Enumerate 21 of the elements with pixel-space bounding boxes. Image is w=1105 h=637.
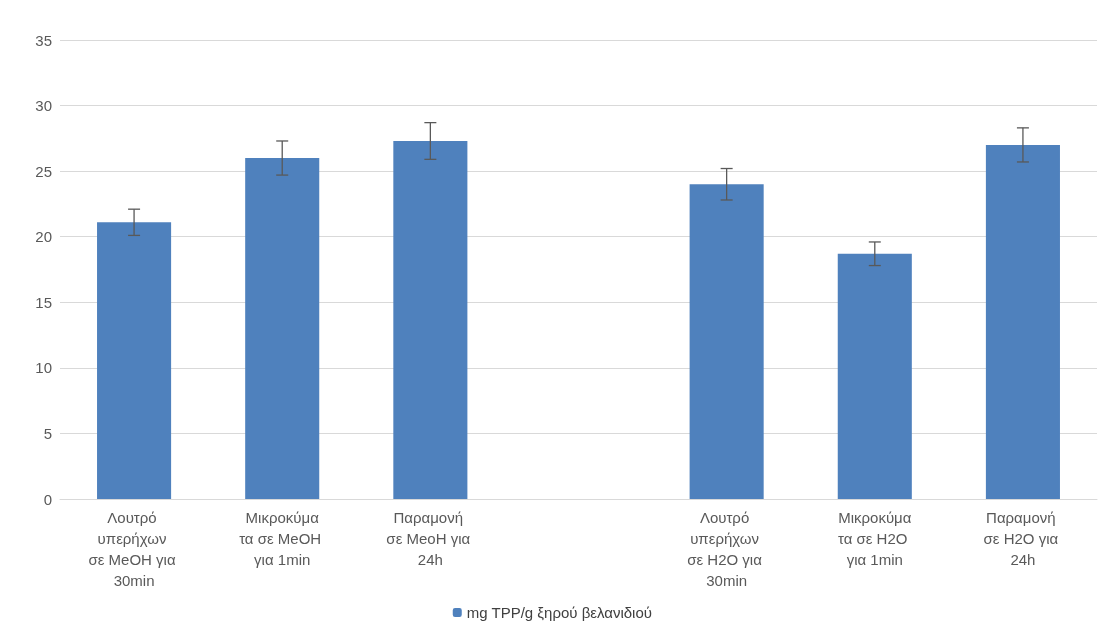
x-tick-label: Παραμονή σε MeoH για 24h [386,509,475,568]
y-tick-label: 5 [43,424,52,442]
x-tick-label: Λουτρό υπερήχων σε MeOH για 30min [88,509,180,589]
x-tick-label: Μικροκύματα σε H2O για 1min [837,509,912,568]
bar [985,144,1060,499]
x-tick-label: Παραμονή σε H2O για 24h [983,509,1063,568]
bar [689,184,764,499]
x-tick-label: Λουτρό υπερήχων σε H2O για 30min [687,509,767,589]
y-tick-label: 20 [35,228,52,246]
x-tick-label: Μικροκύματα σε MeOH για 1min [239,509,326,568]
y-tick-label: 15 [35,293,52,311]
y-tick-label: 35 [35,31,52,49]
y-tick-label: 30 [35,97,52,115]
bar [393,140,468,499]
legend-label: mg TPP/g ξηρού βελανιδιού [466,604,652,621]
y-tick-label: 25 [35,162,52,180]
y-tick-label: 0 [43,490,52,508]
bar [245,158,320,499]
bar [97,222,172,499]
y-tick-label: 10 [35,359,52,377]
bar [837,253,912,499]
